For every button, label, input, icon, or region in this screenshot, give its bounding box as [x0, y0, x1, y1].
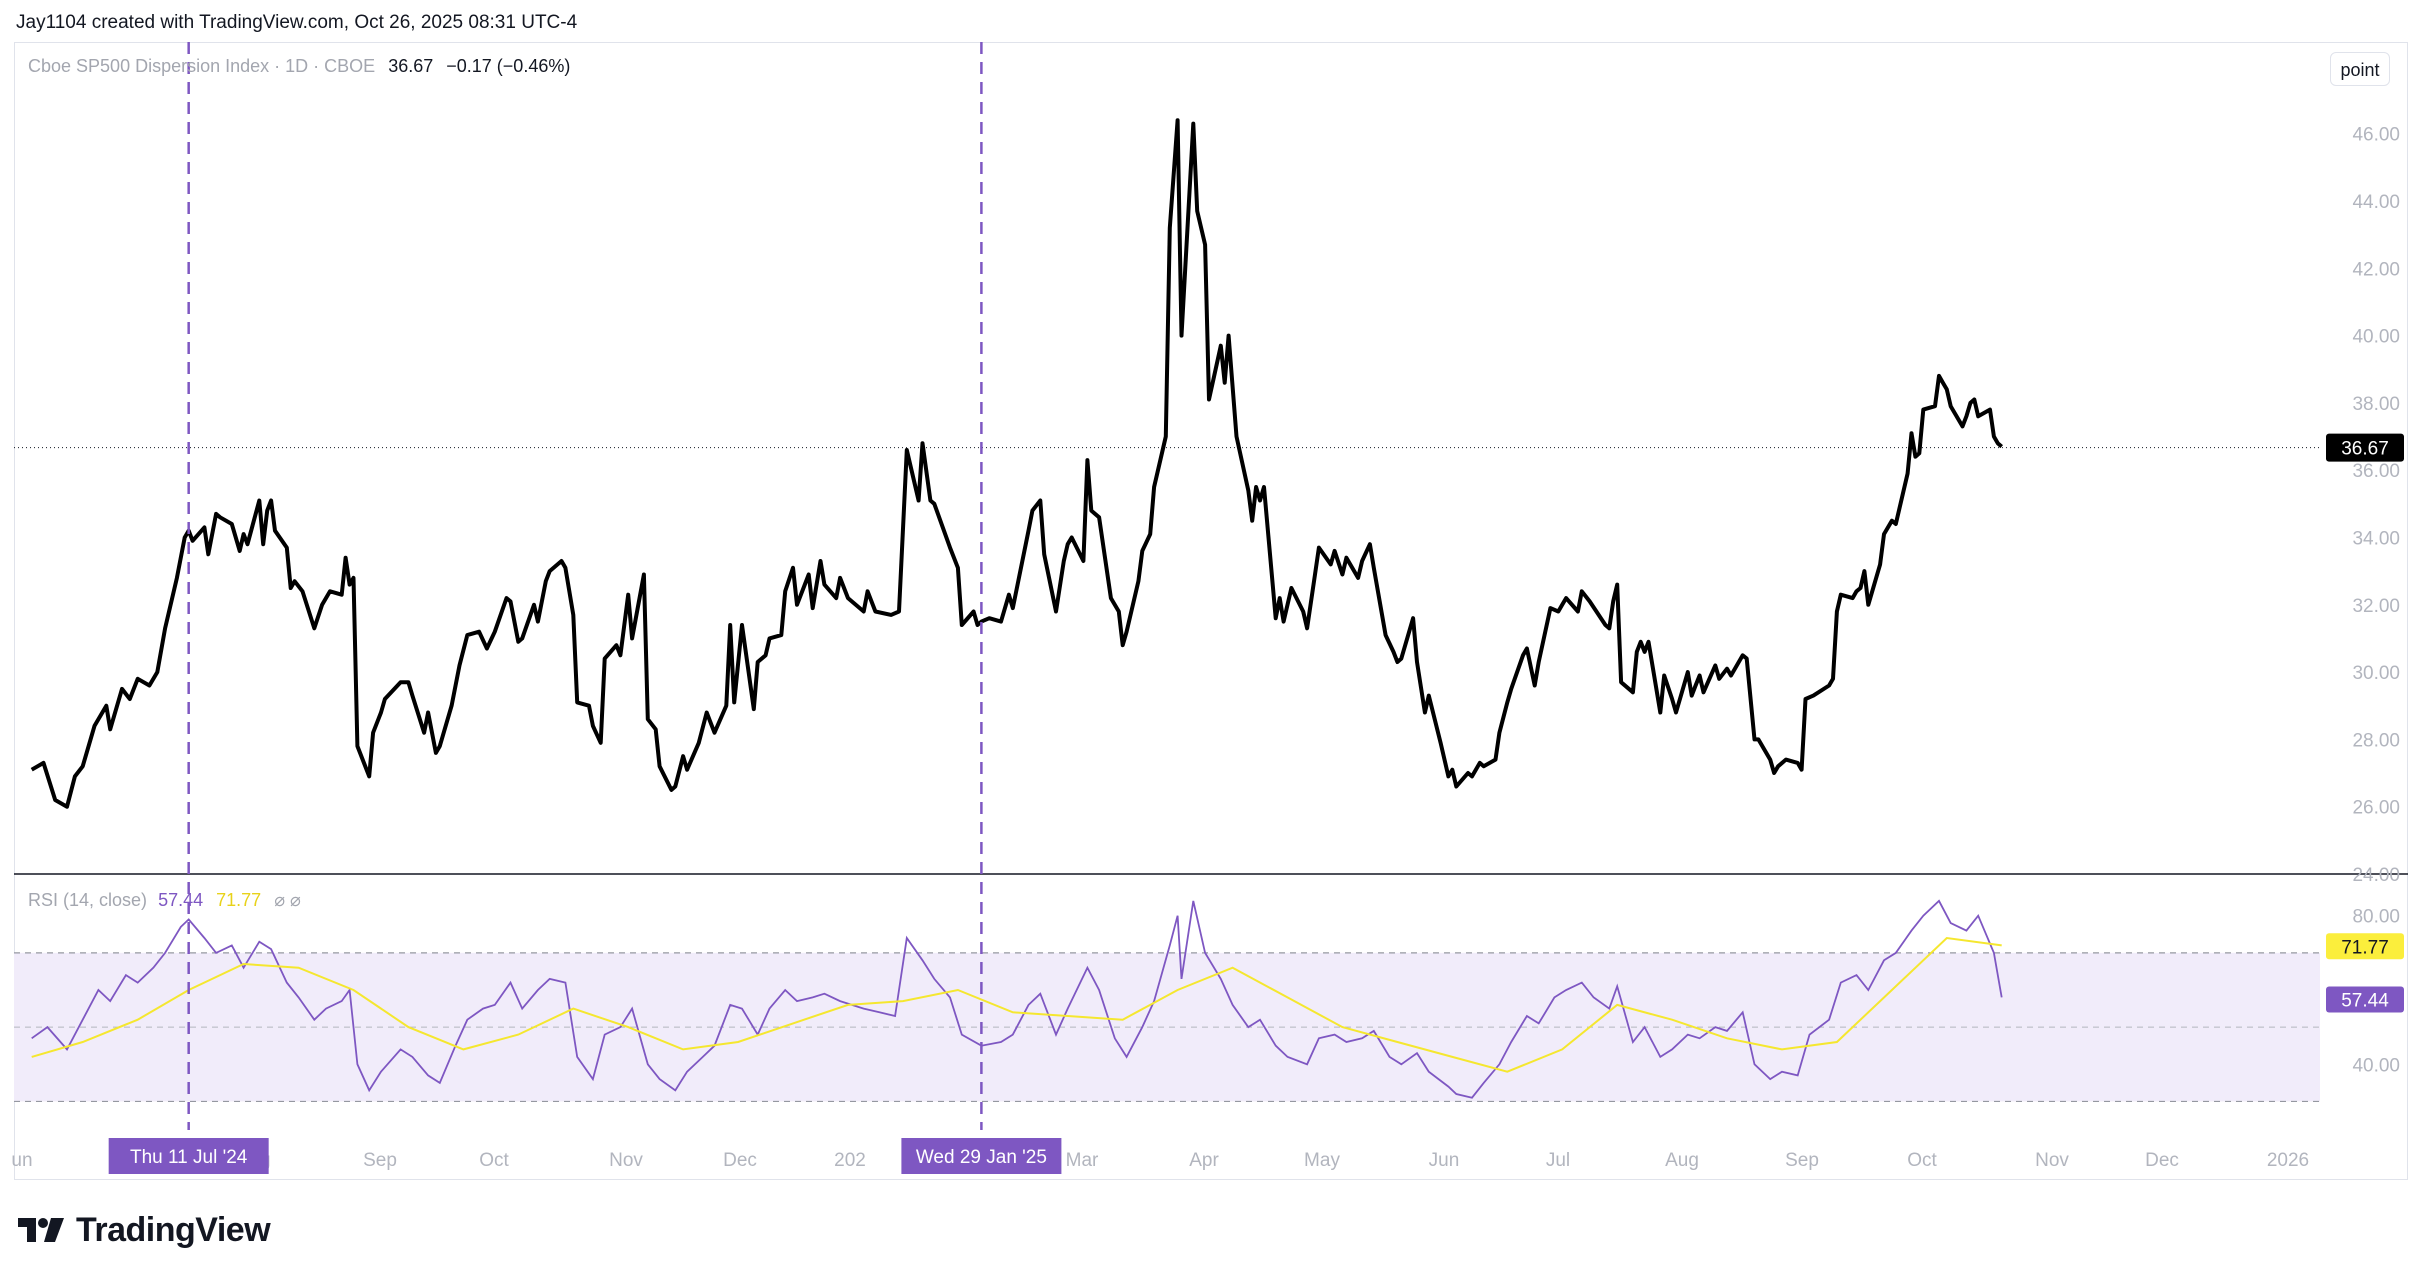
rsi-tick-label: 40.00 — [2352, 1055, 2400, 1076]
chart-credit: Jay1104 created with TradingView.com, Oc… — [16, 12, 578, 33]
price-tick-label: 30.00 — [2352, 663, 2400, 684]
tradingview-logo: TradingView — [18, 1210, 271, 1250]
price-series-line — [30, 118, 2003, 809]
price-tick-label: 36.00 — [2352, 461, 2400, 482]
date-marker-label-box — [901, 1138, 1062, 1174]
time-tick-label: Jun — [1429, 1150, 1460, 1171]
time-tick-label: Nov — [609, 1150, 643, 1171]
time-tick-label: Aug — [1665, 1150, 1699, 1171]
time-tick-label: Dec — [2145, 1150, 2179, 1171]
rsi-value-tag-box — [2326, 986, 2404, 1013]
time-tick-label: un — [11, 1150, 32, 1171]
hidden-icons[interactable]: ⌀ ⌀ — [274, 890, 301, 910]
last-price-tag: 36.67 — [2326, 433, 2404, 462]
time-tick-label: 2026 — [2267, 1150, 2309, 1171]
price-tick-label: 34.00 — [2352, 528, 2400, 549]
price-pane: 24.00 26.00 28.00 30.00 32.00 34.00 36.00 38.00… — [14, 118, 2408, 886]
price-tick-label: 46.00 — [2352, 125, 2400, 146]
rsi-ma-tag-box — [2326, 933, 2404, 960]
date-marker-label-box — [108, 1138, 269, 1174]
date-marker-label: Wed 29 Jan '25 — [916, 1147, 1047, 1168]
rsi-line — [31, 899, 2003, 1099]
price-tick-label: 44.00 — [2352, 192, 2400, 213]
tradingview-logo-icon — [18, 1218, 64, 1242]
rsi-band — [14, 952, 2320, 1102]
symbol-title: Cboe SP500 Dispersion Index · 1D · CBOE — [28, 56, 376, 76]
date-markers: Thu 11 Jul '24 Wed 29 Jan '25 — [108, 42, 1062, 1174]
rsi-tick-label: 80.00 — [2352, 907, 2400, 928]
time-tick-label: Apr — [1189, 1150, 1219, 1171]
rsi-value-tag-text: 57.44 — [2341, 991, 2389, 1012]
time-tick-label: Sep — [363, 1150, 397, 1171]
price-tick-label: 24.00 — [2352, 865, 2400, 886]
time-tick-label: Dec — [723, 1150, 757, 1171]
price-tick-label: 28.00 — [2352, 730, 2400, 751]
time-tick-label: Mar — [1066, 1150, 1099, 1171]
price-tick-label: 32.00 — [2352, 596, 2400, 617]
time-tick-label: Oct — [1907, 1150, 1937, 1171]
rsi-ma-tag-text: 71.77 — [2341, 937, 2389, 958]
time-tick-label: Jul — [1546, 1150, 1570, 1171]
rsi-pane: 40.00 80.00 71.77 57.44 — [14, 899, 2404, 1103]
brand-name: TradingView — [76, 1210, 271, 1249]
rsi-ma-line — [31, 936, 2002, 1073]
price-change: −0.17 (−0.46%) — [446, 56, 571, 76]
price-tick-label: 38.00 — [2352, 394, 2400, 415]
rsi-value-tag: 57.44 — [2326, 986, 2404, 1013]
price-tick-label: 26.00 — [2352, 798, 2400, 819]
rsi-title: RSI (14, close) — [28, 890, 148, 910]
symbol-legend: Cboe SP500 Dispersion Index · 1D · CBOE … — [28, 56, 570, 77]
rsi-value: 57.44 — [158, 890, 204, 910]
time-tick-label: 202 — [834, 1150, 866, 1171]
rsi-ma-value: 71.77 — [216, 890, 262, 910]
last-price-tag-text: 36.67 — [2341, 439, 2389, 460]
last-price-tag-box — [2326, 433, 2404, 462]
rsi-legend: RSI (14, close) 57.44 71.77 ⌀ ⌀ — [28, 890, 301, 911]
rsi-ma-tag: 71.77 — [2326, 933, 2404, 960]
date-marker-label: Thu 11 Jul '24 — [130, 1147, 248, 1168]
time-tick-label: Oct — [479, 1150, 509, 1171]
time-tick-label: Sep — [1785, 1150, 1819, 1171]
scale-mode-button[interactable]: point — [2330, 52, 2390, 86]
time-axis: unugSepOctNovDec202MarAprMayJunJulAugSep… — [11, 1150, 2309, 1171]
time-tick-label: May — [1304, 1150, 1340, 1171]
chart-frame — [14, 42, 2408, 1180]
time-tick-label: Nov — [2035, 1150, 2069, 1171]
price-tick-label: 40.00 — [2352, 327, 2400, 348]
last-price: 36.67 — [388, 56, 434, 76]
price-tick-label: 42.00 — [2352, 259, 2400, 280]
